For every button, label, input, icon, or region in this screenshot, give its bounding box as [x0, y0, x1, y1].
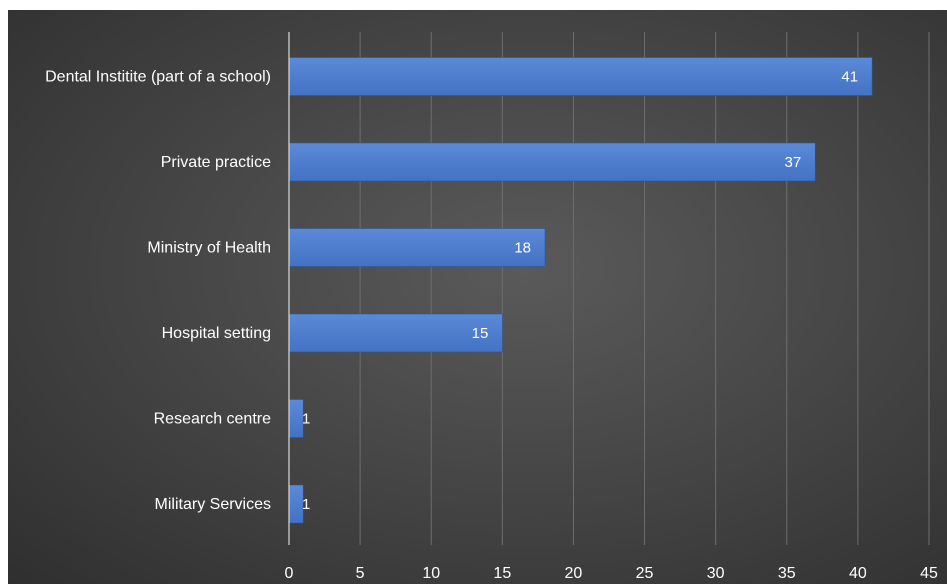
data-label: 41	[841, 69, 858, 86]
data-label: 37	[785, 154, 802, 171]
category-label: Research centre	[154, 411, 271, 428]
x-tick-label: 10	[422, 565, 440, 582]
bar	[288, 142, 816, 182]
bar	[288, 313, 503, 353]
category-label: Hospital setting	[162, 325, 271, 342]
bar	[288, 57, 873, 96]
gridlines	[359, 32, 930, 545]
data-label: 15	[472, 325, 489, 342]
bars	[288, 57, 873, 524]
x-tick-label: 45	[920, 565, 938, 582]
x-tick-label: 5	[356, 565, 365, 582]
x-tick-label: 0	[285, 565, 294, 582]
x-tick-label: 35	[778, 565, 796, 582]
category-label: Dental Institite (part of a school)	[45, 69, 271, 86]
data-label: 1	[302, 411, 310, 428]
category-label: Military Services	[155, 496, 271, 513]
x-tick-label: 15	[493, 565, 511, 582]
x-tick-label: 25	[636, 565, 654, 582]
category-label: Private practice	[161, 154, 271, 171]
x-tick-label: 20	[565, 565, 583, 582]
chart-background	[8, 10, 947, 584]
data-labels: 41 37 18 15 1 1	[302, 69, 858, 514]
x-tick-label: 40	[849, 565, 867, 582]
data-label: 1	[302, 496, 310, 513]
x-tick-label: 30	[707, 565, 725, 582]
category-label: Ministry of Health	[147, 240, 271, 257]
data-label: 18	[514, 240, 531, 257]
category-labels: Dental Institite (part of a school) Priva…	[45, 69, 271, 514]
x-tick-labels: 0 5 10 15 20 25 30 35 40 45	[285, 565, 938, 582]
bar	[288, 228, 546, 267]
